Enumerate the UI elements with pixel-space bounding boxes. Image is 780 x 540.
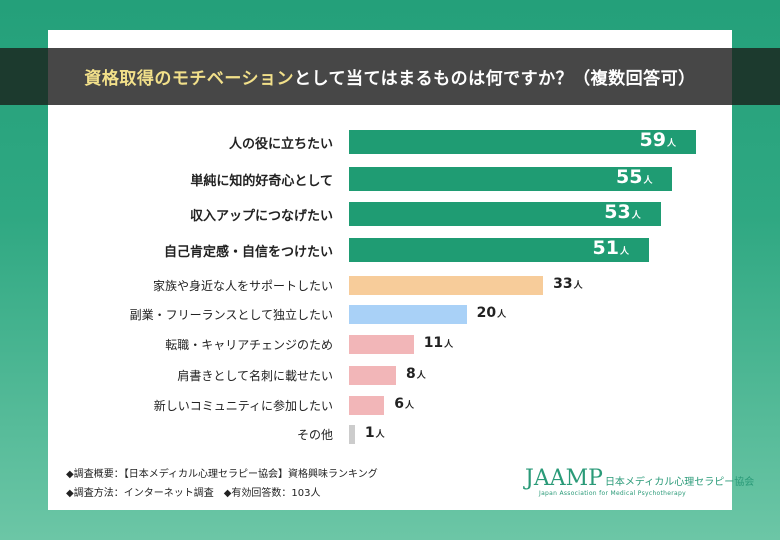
category-label: 単純に知的好奇心として bbox=[190, 174, 333, 189]
bar-row: 家族や身近な人をサポートしたい 33人 bbox=[0, 270, 780, 300]
bar-row: 人の役に立ちたい 59人 bbox=[0, 127, 780, 157]
card bbox=[48, 30, 732, 510]
bar-row: 肩書きとして名刺に載せたい 8人 bbox=[0, 360, 780, 390]
value-label: 53人 bbox=[604, 201, 641, 223]
logo-mark: JAAMP bbox=[525, 466, 603, 491]
bar bbox=[349, 365, 397, 385]
category-label: 転職・キャリアチェンジのため bbox=[165, 338, 333, 352]
bar-row: 新しいコミュニティに参加したい 6人 bbox=[0, 390, 780, 420]
bar-row: その他 1人 bbox=[0, 419, 780, 449]
bar bbox=[349, 202, 661, 226]
chart-title: 資格取得のモチベーション として当てはまるものは何ですか？（複数回答可） bbox=[48, 48, 732, 105]
value-label: 11人 bbox=[423, 335, 454, 351]
bar-row: 収入アップにつなげたい 53人 bbox=[0, 199, 780, 229]
survey-summary: ◆調査概要：【日本メディカル心理セラピー協会】資格興味ランキング bbox=[66, 469, 378, 480]
bar-row: 副業・フリーランスとして独立したい 20人 bbox=[0, 299, 780, 329]
value-label: 59人 bbox=[639, 129, 676, 151]
logo-jp: 日本メディカル心理セラピー協会 bbox=[604, 477, 755, 488]
bar-row: 自己肯定感・自信をつけたい 51人 bbox=[0, 235, 780, 265]
value-label: 51人 bbox=[592, 237, 629, 259]
bar bbox=[349, 167, 673, 191]
title-band: 資格取得のモチベーション として当てはまるものは何ですか？（複数回答可） bbox=[0, 48, 780, 105]
footer: ◆調査概要：【日本メディカル心理セラピー協会】資格興味ランキング ◆調査方法：イ… bbox=[66, 465, 378, 503]
bar bbox=[349, 304, 467, 324]
title-rest: として当てはまるものは何ですか？（複数回答可） bbox=[294, 69, 696, 89]
category-label: 副業・フリーランスとして独立したい bbox=[129, 308, 333, 322]
bar bbox=[349, 130, 696, 154]
category-label: 収入アップにつなげたい bbox=[189, 209, 333, 224]
category-label: 自己肯定感・自信をつけたい bbox=[163, 245, 333, 260]
value-label: 55人 bbox=[616, 166, 653, 188]
value-label: 8人 bbox=[406, 366, 426, 382]
category-label: 肩書きとして名刺に載せたい bbox=[177, 369, 333, 383]
bar-row: 転職・キャリアチェンジのため 11人 bbox=[0, 329, 780, 359]
jaamp-logo: JAAMP 日本メディカル心理セラピー協会 Japan Association f… bbox=[525, 466, 755, 497]
value-label: 1人 bbox=[364, 425, 385, 441]
value-label: 20人 bbox=[476, 305, 507, 321]
title-highlight: 資格取得のモチベーション bbox=[84, 69, 294, 89]
logo-en: Japan Association for Medical Psychother… bbox=[539, 490, 686, 497]
bar bbox=[349, 334, 414, 354]
category-label: その他 bbox=[296, 428, 333, 442]
category-label: 家族や身近な人をサポートしたい bbox=[152, 279, 333, 293]
category-label: 新しいコミュニティに参加したい bbox=[153, 399, 333, 413]
bar bbox=[349, 395, 385, 415]
category-label: 人の役に立ちたい bbox=[228, 137, 333, 152]
bar bbox=[349, 275, 544, 295]
bar-row: 単純に知的好奇心として 55人 bbox=[0, 164, 780, 194]
value-label: 33人 bbox=[553, 276, 583, 292]
survey-method: ◆調査方法：インターネット調査 ◆有効回答数：103人 bbox=[66, 488, 321, 499]
bar bbox=[349, 238, 649, 262]
bar bbox=[349, 424, 355, 444]
value-label: 6人 bbox=[394, 396, 415, 412]
